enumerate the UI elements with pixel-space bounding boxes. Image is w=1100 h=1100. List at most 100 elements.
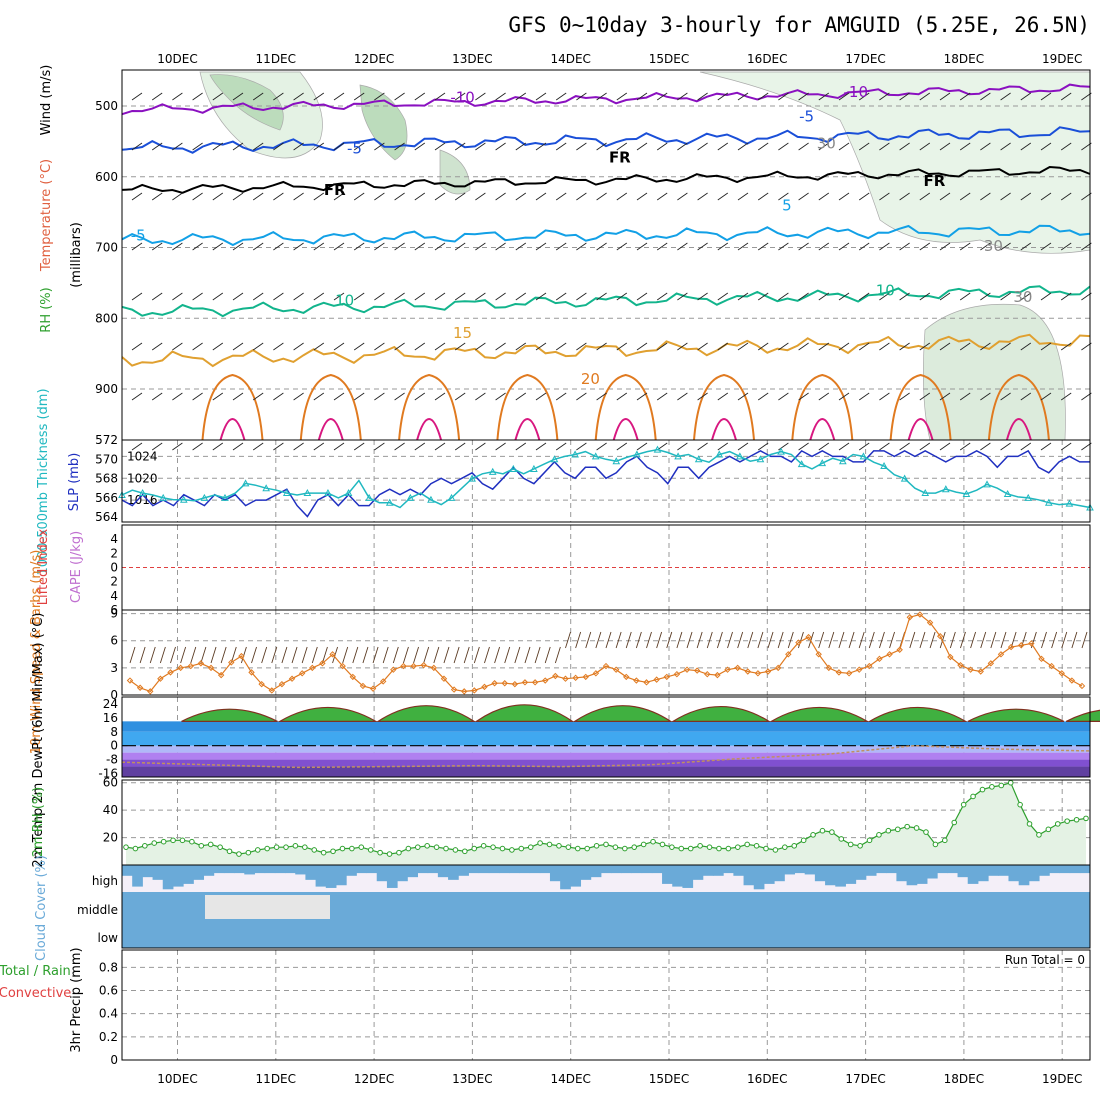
thickness-marker [550, 455, 559, 463]
wind-barb [414, 142, 426, 151]
rh-marker [989, 784, 995, 790]
rh-shading [699, 71, 1091, 254]
wind-barb-10m [281, 646, 288, 664]
wind-barb [858, 342, 870, 351]
wind-barb-10m [656, 631, 663, 649]
wind-speed-marker [855, 666, 863, 673]
wind-barb-10m [676, 631, 683, 649]
wind-barb [232, 442, 244, 451]
rh-marker [650, 838, 656, 845]
cloud-high-bar [988, 865, 999, 876]
rh-marker [631, 844, 638, 850]
temp-band [122, 721, 1090, 732]
wind-barb-10m [838, 631, 845, 649]
contour-temp-20 [398, 373, 461, 441]
wind-speed-marker [937, 633, 944, 640]
wind-barb [232, 242, 244, 251]
wind-barb [838, 92, 850, 101]
wind-barb [212, 342, 224, 351]
wind-barb [1040, 142, 1052, 151]
wind-speed-marker [987, 660, 995, 667]
wind-barb [353, 142, 365, 151]
wind-barb [757, 92, 769, 101]
wind-barb [616, 392, 628, 401]
panel-frame-cloud [121, 864, 1091, 949]
wind-barb [555, 242, 567, 251]
wind-barb [838, 242, 850, 251]
wind-speed-marker [805, 633, 812, 641]
wind-barb-10m [271, 646, 278, 664]
thickness-marker [344, 489, 353, 497]
rh-marker [499, 845, 506, 852]
contour-label: FR [924, 172, 946, 190]
wind-barb [555, 342, 567, 351]
wind-barb [394, 392, 405, 401]
wind-speed-marker [430, 664, 438, 672]
wind-barb [414, 442, 426, 451]
rh-marker [377, 849, 383, 856]
wind-barb [616, 142, 628, 151]
thickness-marker [612, 457, 621, 465]
wind-barb [252, 242, 264, 251]
wind-barb-10m [635, 631, 642, 649]
rh-marker [951, 819, 958, 826]
thickness-marker [159, 493, 168, 501]
rh-marker [1007, 779, 1014, 786]
rh-marker [904, 823, 910, 830]
rh-marker [669, 844, 675, 850]
wind-barb-10m [372, 646, 379, 664]
cloud-high-bar [865, 865, 877, 876]
panel-frame-temp [121, 696, 1091, 778]
wind-barb [677, 192, 688, 201]
wind-barb [656, 242, 668, 251]
contour-temp-15 [121, 333, 1091, 368]
thickness-marker [468, 474, 476, 482]
wind-barb-10m [1081, 631, 1088, 649]
wind-barb [232, 342, 244, 351]
cloud-high-bar [223, 865, 235, 874]
wind-speed-marker [471, 687, 478, 694]
wind-barb [535, 192, 547, 201]
cloud-high-bar [631, 865, 643, 874]
wind-speed-marker [359, 682, 367, 690]
cloud-high-bar [977, 865, 989, 882]
thickness-marker [447, 493, 456, 501]
wind-speed-marker [157, 675, 164, 682]
wind-speed-marker [572, 674, 579, 682]
wind-barb [737, 92, 749, 101]
cloud-high-bar [325, 865, 337, 888]
wind-barb [1000, 142, 1011, 151]
wind-barb [475, 392, 486, 401]
contour-temp-10 [121, 285, 1091, 318]
wind-barb [939, 442, 951, 451]
wind-barb [434, 392, 446, 401]
wind-barb [778, 242, 789, 251]
wind-barb [394, 442, 405, 451]
y-axis-label-total-rain: Total / Rain [0, 964, 71, 979]
wind-barb [252, 392, 264, 401]
wind-barb [313, 192, 325, 201]
wind-barb [879, 392, 890, 401]
thickness-marker [962, 489, 971, 498]
wind-barb [757, 142, 769, 151]
contour-temp-20 [201, 373, 264, 441]
wind-barb-10m [261, 646, 268, 664]
wind-speed-marker [835, 669, 843, 676]
wind-barb-10m [970, 631, 977, 649]
wind-barb [576, 192, 587, 201]
contour-label: 20 [581, 370, 600, 388]
wind-barb [737, 192, 749, 201]
wind-speed-marker [886, 651, 893, 658]
wind-barb [131, 192, 143, 201]
wind-barb [1040, 342, 1052, 351]
wind-speed-marker [491, 680, 498, 687]
thickness-marker [674, 452, 682, 460]
contour-temp-25 [907, 418, 934, 441]
wind-barb [838, 442, 850, 451]
wind-barb [454, 392, 466, 401]
rh-marker [302, 844, 308, 850]
wind-barb [172, 292, 183, 301]
cloud-high-bar [763, 865, 775, 884]
wind-barb [1000, 192, 1011, 201]
wind-barb [495, 142, 506, 151]
